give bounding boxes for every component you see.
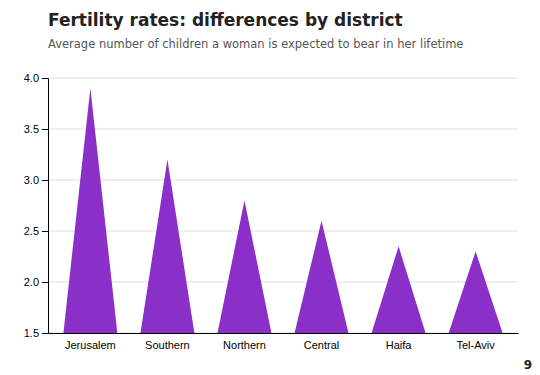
bar	[449, 251, 503, 333]
y-tick: 3.5	[24, 123, 48, 135]
y-tick-label: 1.5	[24, 327, 39, 339]
x-tick-label: Haifa	[386, 339, 413, 351]
grid-line	[48, 282, 518, 283]
y-tick-label: 2.5	[24, 225, 39, 237]
chart-container: Fertility rates: differences by district…	[0, 0, 540, 375]
chart-svg: Fertility rates: differences by district…	[0, 0, 540, 375]
y-tick-label: 2.0	[24, 276, 39, 288]
y-tick: 2.0	[24, 276, 48, 288]
y-tick-mark	[42, 231, 48, 232]
title: Fertility rates: differences by district	[48, 10, 403, 30]
x-axis-line	[49, 333, 519, 334]
grid-line	[48, 180, 518, 181]
grid	[48, 78, 518, 333]
x-axis: Jerusalem Southern Northern Central Haifa Tel…	[49, 334, 519, 351]
grid-line	[48, 231, 518, 232]
x-tick-label: Jerusalem	[65, 339, 116, 351]
bars	[63, 88, 502, 333]
y-tick-mark	[42, 282, 48, 283]
x-tick-label: Southern	[145, 339, 190, 351]
y-tick-mark	[42, 333, 48, 334]
y-tick: 2.5	[24, 225, 48, 237]
subtitle: Average number of children a woman is ex…	[48, 37, 463, 51]
y-tick-mark	[42, 78, 48, 79]
x-tick: Central	[304, 339, 339, 351]
plot-area: 1.5 2.0 2.5 3.0 3.5 4.0 Jerusalem Southern North…	[24, 72, 519, 351]
y-tick-mark	[42, 129, 48, 130]
x-tick: Haifa	[386, 339, 413, 351]
x-tick-label: Central	[304, 339, 339, 351]
y-tick: 3.0	[24, 174, 48, 186]
x-tick: Southern	[145, 339, 190, 351]
x-tick: Jerusalem	[65, 339, 116, 351]
x-tick: Tel-Aviv	[456, 339, 495, 351]
bar	[63, 88, 117, 333]
x-tick: Northern	[223, 339, 266, 351]
annotation: 9	[524, 358, 532, 372]
y-axis-line	[42, 79, 49, 334]
x-tick-label: Northern	[223, 339, 266, 351]
y-tick-label: 3.5	[24, 123, 39, 135]
bar	[140, 160, 194, 333]
grid-line	[48, 78, 518, 79]
y-tick-label: 3.0	[24, 174, 39, 186]
y-tick: 4.0	[24, 72, 48, 84]
grid-line	[48, 129, 518, 130]
bar	[295, 221, 349, 333]
x-tick-label: Tel-Aviv	[456, 339, 495, 351]
bar	[372, 246, 426, 333]
y-axis: 1.5 2.0 2.5 3.0 3.5 4.0	[24, 72, 49, 339]
y-tick: 1.5	[24, 327, 48, 339]
bar	[218, 200, 272, 333]
grid-line	[48, 333, 518, 334]
y-tick-label: 4.0	[24, 72, 39, 84]
y-tick-mark	[42, 180, 48, 181]
